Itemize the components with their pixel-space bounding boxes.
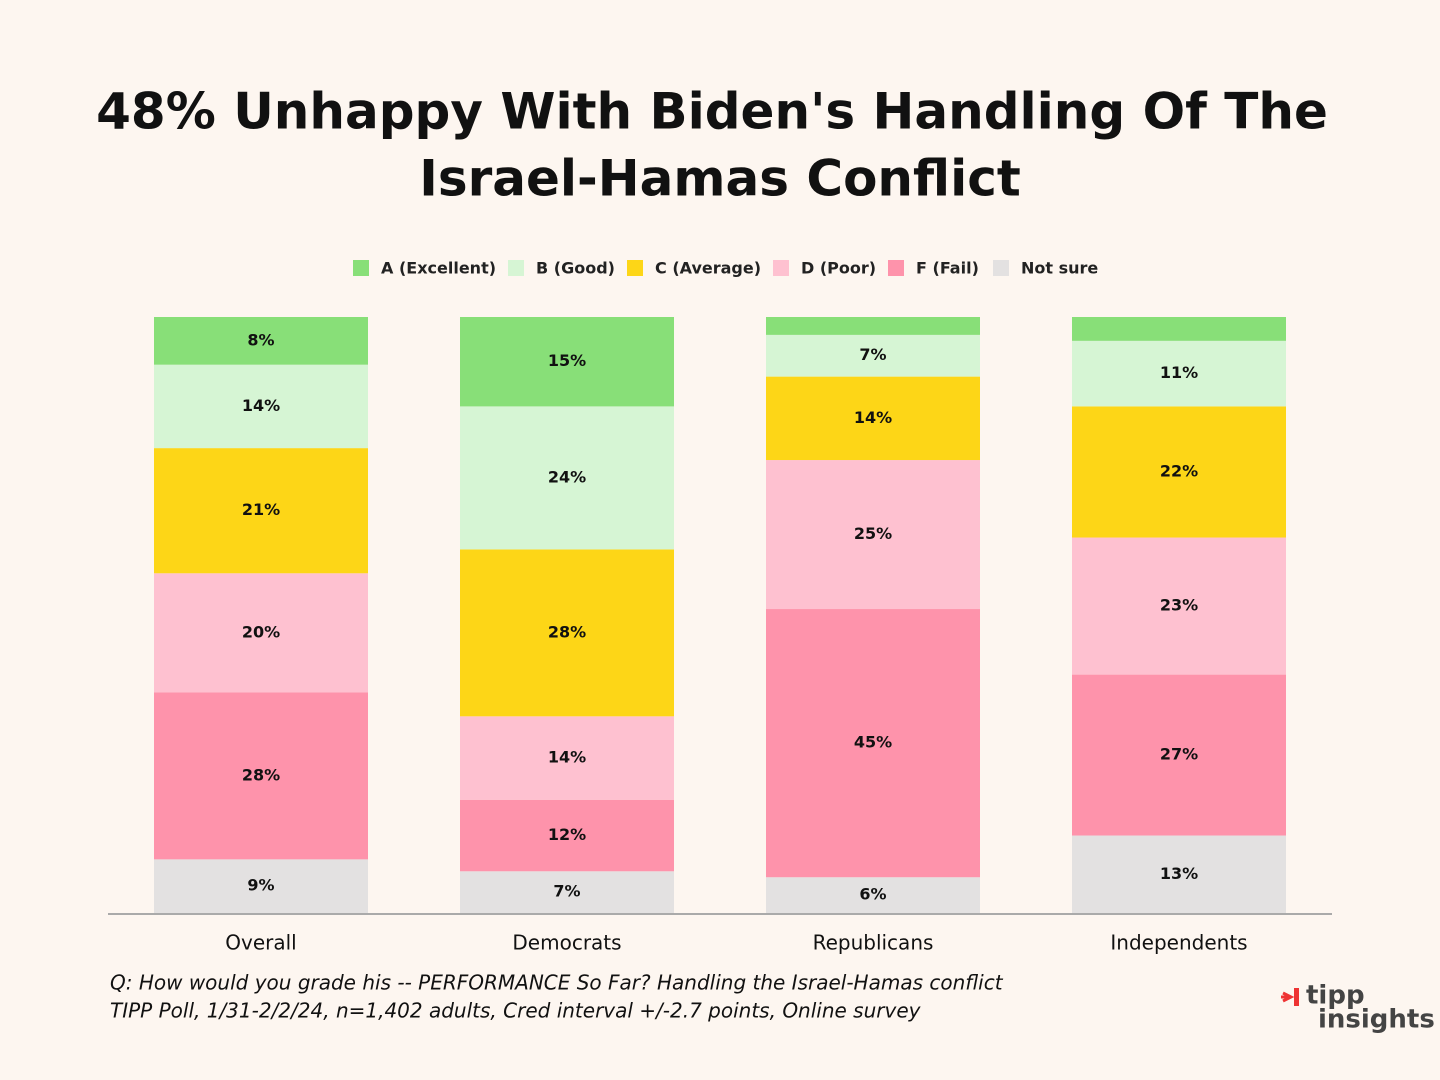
- legend-label: B (Good): [536, 259, 615, 278]
- value-label: 22%: [1160, 461, 1198, 480]
- value-label: 12%: [548, 825, 586, 844]
- bar-segment: [766, 877, 980, 913]
- value-label: 27%: [1160, 745, 1198, 764]
- chart-title: 48% Unhappy With Biden's Handling Of The: [96, 83, 1328, 141]
- value-label: 14%: [242, 396, 280, 415]
- value-label: 28%: [242, 765, 280, 784]
- footnote: TIPP Poll, 1/31-2/2/24, n=1,402 adults, …: [110, 999, 922, 1023]
- legend-label: C (Average): [655, 259, 761, 278]
- legend-label: F (Fail): [916, 259, 979, 278]
- legend-label: Not sure: [1021, 259, 1098, 278]
- chart-title: Israel-Hamas Conflict: [419, 150, 1021, 208]
- value-label: 13%: [1160, 864, 1198, 883]
- footnote: Q: How would you grade his -- PERFORMANC…: [110, 971, 1004, 995]
- bar-segment: [1072, 537, 1286, 675]
- value-label: 25%: [854, 524, 892, 543]
- value-label: 7%: [859, 345, 886, 364]
- bar-segment: [1072, 340, 1286, 407]
- bar-segment: [154, 364, 368, 449]
- logo: tipp: [1306, 981, 1365, 1011]
- legend-label: A (Excellent): [381, 259, 496, 278]
- bar-segment: [766, 609, 980, 878]
- x-tick-label: Democrats: [512, 931, 621, 955]
- x-tick-label: Overall: [225, 931, 296, 955]
- bar-segment: [1072, 674, 1286, 836]
- value-label: 14%: [548, 748, 586, 767]
- value-label: 8%: [247, 330, 274, 349]
- value-label: 21%: [242, 500, 280, 519]
- bar-segment: [154, 317, 368, 365]
- bar-segment: [154, 573, 368, 693]
- legend-swatch: [773, 260, 789, 276]
- bar-segment: [766, 460, 980, 610]
- value-label: 14%: [854, 408, 892, 427]
- bar-segment: [766, 317, 980, 335]
- bar-segment: [154, 859, 368, 913]
- bar-segment: [460, 317, 674, 407]
- bar-segment: [766, 376, 980, 461]
- legend-swatch: [627, 260, 643, 276]
- legend-label: D (Poor): [801, 259, 876, 278]
- logo-icon: [1281, 991, 1295, 1003]
- legend-swatch: [993, 260, 1009, 276]
- logo-icon: [1294, 988, 1299, 1006]
- legend-swatch: [888, 260, 904, 276]
- value-label: 45%: [854, 733, 892, 752]
- value-label: 28%: [548, 622, 586, 641]
- value-label: 9%: [247, 876, 274, 895]
- bar-segment: [1072, 317, 1286, 341]
- x-tick-label: Independents: [1110, 931, 1247, 955]
- x-tick-label: Republicans: [813, 931, 934, 955]
- bar-segment: [460, 871, 674, 913]
- value-label: 6%: [859, 885, 886, 904]
- bar-segment: [766, 334, 980, 377]
- logo: insights: [1318, 1005, 1435, 1035]
- value-label: 7%: [553, 882, 580, 901]
- bar-segment: [1072, 406, 1286, 538]
- value-label: 11%: [1160, 363, 1198, 382]
- value-label: 15%: [548, 351, 586, 370]
- value-label: 23%: [1160, 596, 1198, 615]
- bar-segment: [154, 448, 368, 574]
- legend-swatch: [508, 260, 524, 276]
- bar-segment: [1072, 835, 1286, 913]
- value-label: 20%: [242, 622, 280, 641]
- bar-segment: [154, 692, 368, 860]
- bar-segment: [460, 716, 674, 800]
- bar-segment: [460, 799, 674, 872]
- value-label: 24%: [548, 467, 586, 486]
- bar-segment: [460, 549, 674, 717]
- legend-swatch: [353, 260, 369, 276]
- bar-segment: [460, 406, 674, 550]
